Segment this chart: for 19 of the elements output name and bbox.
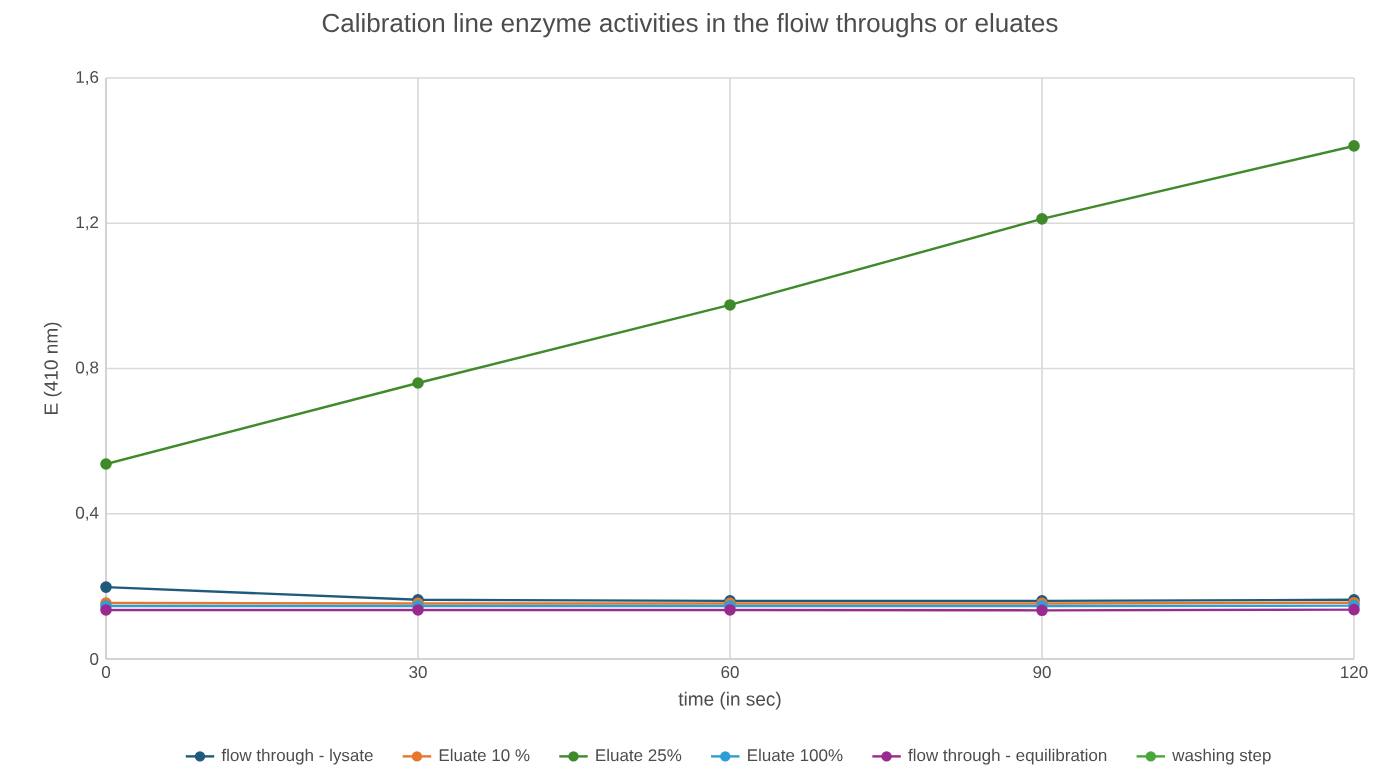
x-axis-title: time (in sec)	[678, 691, 781, 710]
legend-label: Eluate 25%	[596, 748, 682, 762]
y-axis-title: E (410 nm)	[43, 322, 62, 414]
x-tick-label: 30	[409, 666, 427, 679]
x-tick-label: 0	[101, 666, 111, 679]
legend-label: Eluate 10 %	[439, 748, 530, 762]
y-tick-label: 1,6	[76, 70, 99, 85]
chart-title: Calibration line enzyme activities in the floiw throughs or eluates	[322, 13, 1058, 38]
x-tick-label: 120	[1341, 666, 1368, 679]
x-tick-label: 60	[721, 666, 739, 679]
x-tick-label: 90	[1033, 666, 1051, 679]
y-tick-label: 0,4	[75, 506, 99, 521]
y-tick-label: 0,8	[75, 361, 99, 376]
legend-label: flow through - equilibration	[908, 748, 1107, 765]
legend-label: Eluate 100%	[748, 748, 843, 762]
y-tick-label: 0	[90, 652, 99, 665]
y-tick-label: 1,2	[76, 216, 99, 231]
legend-label: washing step	[1172, 748, 1271, 765]
legend-label: flow through - lysate	[221, 748, 373, 765]
